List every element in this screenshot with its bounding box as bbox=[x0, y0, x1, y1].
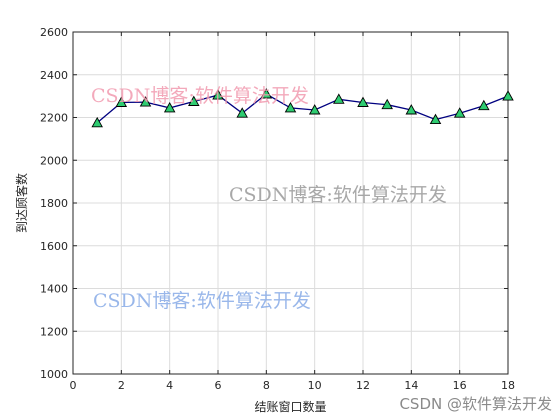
data-point-marker bbox=[405, 104, 418, 115]
axis-ticks: 0 2 4 6 8 10 12 14 16 18 1000 1200 1400 1600 1800 2000 2… bbox=[40, 26, 515, 392]
data-point-marker bbox=[357, 96, 369, 107]
y-axis-label: 到达顾客数 bbox=[14, 173, 29, 233]
y-tick-label: 2400 bbox=[40, 69, 68, 82]
x-tick-label: 0 bbox=[70, 379, 77, 392]
y-tick-label: 1000 bbox=[40, 368, 68, 381]
x-tick-label: 14 bbox=[404, 379, 418, 392]
data-point-marker bbox=[260, 88, 273, 99]
data-series bbox=[91, 88, 514, 128]
y-tick-label: 1600 bbox=[40, 240, 68, 253]
data-point-marker bbox=[188, 95, 200, 106]
data-point-marker bbox=[115, 96, 128, 107]
data-point-marker bbox=[308, 104, 321, 115]
data-point-marker bbox=[163, 101, 176, 113]
data-point-marker bbox=[333, 93, 345, 104]
data-point-marker bbox=[139, 96, 152, 107]
data-point-marker bbox=[453, 107, 466, 118]
data-point-marker bbox=[236, 107, 248, 118]
x-tick-label: 2 bbox=[118, 379, 125, 392]
y-tick-label: 2000 bbox=[40, 154, 68, 167]
data-point-marker bbox=[381, 98, 393, 110]
y-tick-label: 2200 bbox=[40, 112, 68, 125]
series-line bbox=[96, 93, 509, 124]
x-tick-label: 10 bbox=[308, 379, 322, 392]
watermark-footer: CSDN @软件算法开发 bbox=[399, 395, 552, 413]
x-tick-label: 16 bbox=[453, 379, 467, 392]
watermark-pink: CSDN博客:软件算法开发 bbox=[91, 85, 309, 107]
y-tick-label: 1400 bbox=[40, 283, 68, 296]
x-tick-label: 18 bbox=[501, 379, 515, 392]
data-point-marker bbox=[429, 113, 442, 125]
watermark-blue: CSDN博客:软件算法开发 bbox=[93, 290, 311, 312]
y-tick-label: 2600 bbox=[40, 26, 68, 39]
x-tick-label: 6 bbox=[215, 379, 222, 392]
x-tick-label: 12 bbox=[356, 379, 370, 392]
x-tick-label: 8 bbox=[263, 379, 270, 392]
data-point-marker bbox=[91, 116, 103, 128]
data-point-marker bbox=[502, 90, 514, 101]
x-axis-label: 结账窗口数量 bbox=[254, 399, 326, 414]
data-point-marker bbox=[212, 89, 224, 100]
x-tick-label: 4 bbox=[166, 379, 173, 392]
y-tick-label: 1800 bbox=[40, 197, 68, 210]
data-point-marker bbox=[478, 99, 490, 111]
data-point-marker bbox=[284, 101, 297, 113]
watermark-gray: CSDN博客:软件算法开发 bbox=[229, 184, 447, 206]
y-tick-label: 1200 bbox=[40, 325, 68, 338]
